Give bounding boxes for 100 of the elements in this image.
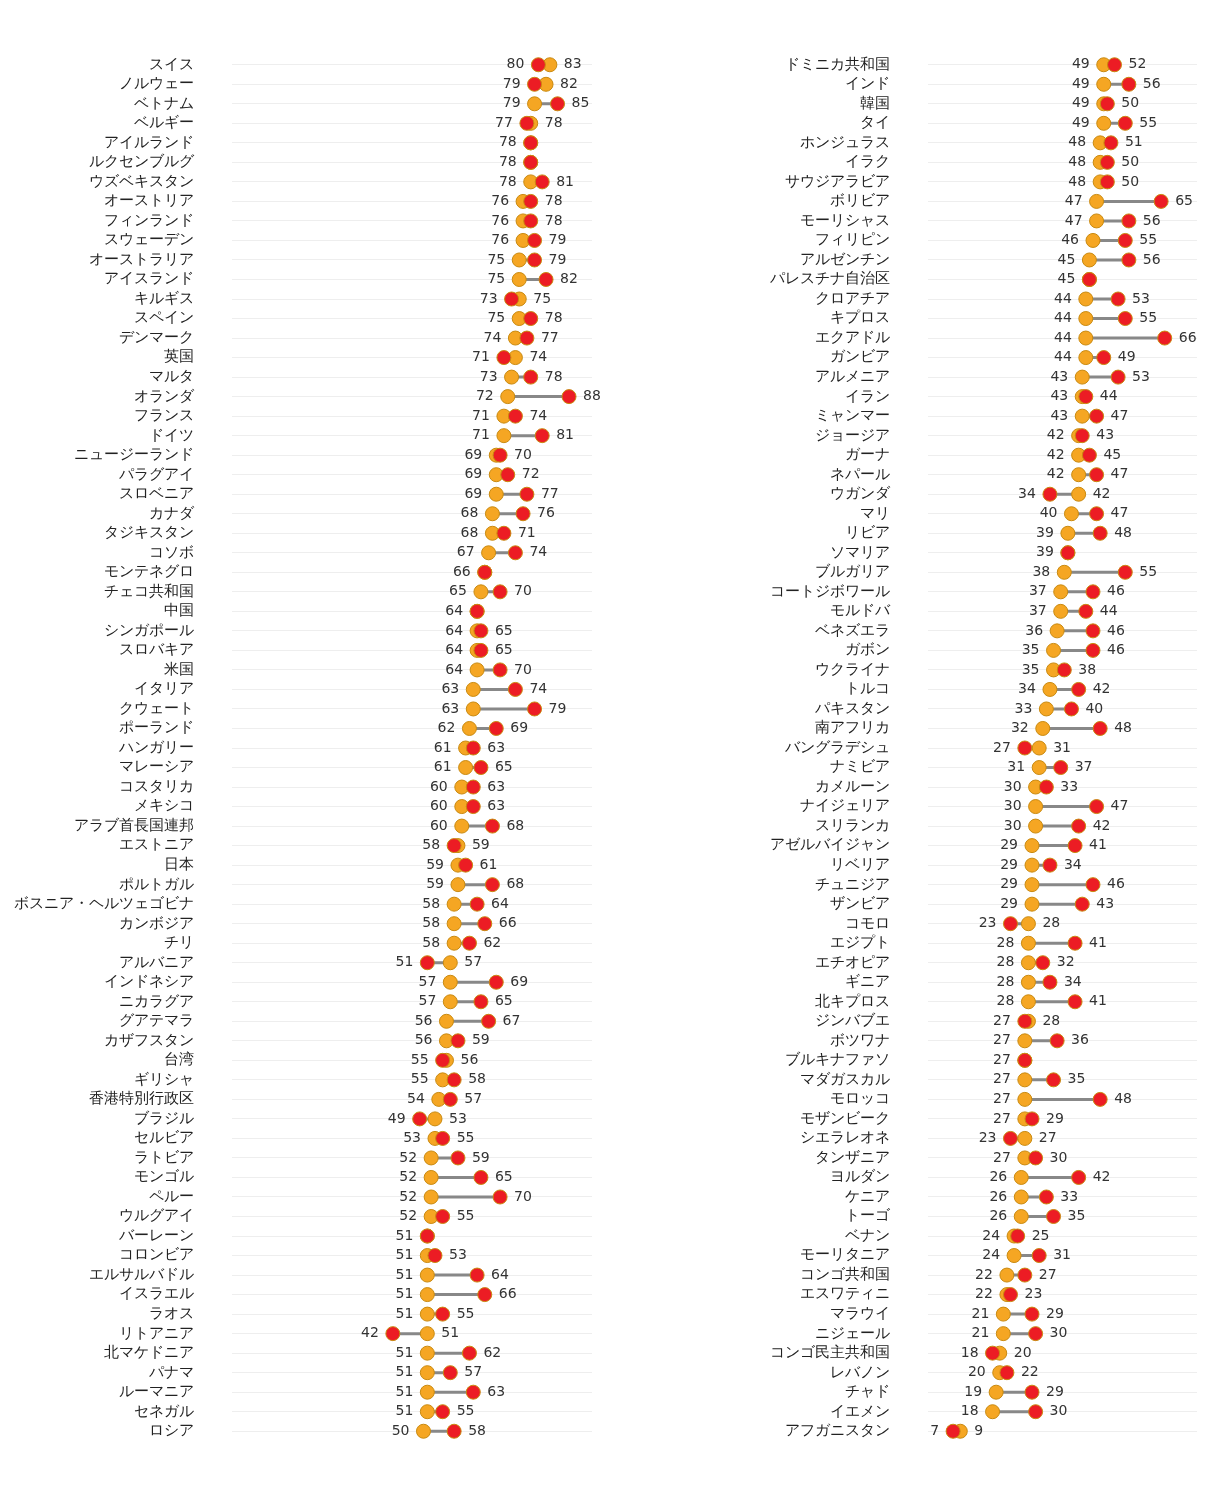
data-label: 37	[1074, 758, 1093, 775]
y-tick-label: ホンジュラス	[800, 132, 890, 151]
data-label: 48	[1114, 719, 1132, 736]
y-tick-label: エジプト	[830, 933, 890, 952]
data-label: 85	[571, 94, 590, 111]
data-label: 53	[448, 1109, 467, 1126]
y-tick-label: ギニア	[845, 972, 890, 991]
data-label: 44	[1099, 387, 1118, 404]
data-label: 52	[1128, 55, 1147, 72]
y-tick-label: イラン	[845, 386, 890, 405]
data-label: 33	[1060, 777, 1079, 794]
y-tick-label: マラウイ	[830, 1304, 890, 1322]
data-label: 62	[483, 1343, 502, 1360]
data-label: 39	[1036, 523, 1054, 540]
data-label: 70	[514, 445, 532, 462]
data-label: 59	[426, 855, 444, 872]
y-tick-label: 英国	[164, 347, 194, 366]
data-label: 58	[422, 836, 441, 853]
y-tick-label: 台湾	[164, 1050, 194, 1069]
data-label: 48	[1114, 1090, 1132, 1107]
data-label: 51	[395, 1285, 414, 1302]
data-label: 74	[529, 406, 548, 423]
data-label: 79	[548, 250, 567, 267]
data-label: 81	[556, 426, 575, 443]
y-tick-label: ニュージーランド	[74, 445, 194, 464]
y-tick-label: トルコ	[845, 679, 890, 698]
data-label: 64	[445, 621, 464, 638]
y-tick-label: カザフスタン	[104, 1030, 194, 1049]
data-label: 74	[529, 680, 548, 697]
data-label: 39	[1036, 543, 1054, 560]
y-tick-label: スペイン	[134, 308, 194, 327]
data-label: 59	[426, 875, 444, 892]
y-tick-label: ナイジェリア	[800, 796, 890, 815]
data-label: 63	[487, 777, 506, 794]
y-tick-label: フィンランド	[104, 210, 194, 229]
y-tick-label: ウガンダ	[830, 484, 891, 503]
data-label: 78	[544, 211, 563, 228]
y-tick-label: ドイツ	[149, 425, 194, 444]
data-label: 28	[996, 953, 1015, 970]
data-label: 66	[1178, 328, 1197, 345]
data-label: 77	[540, 328, 559, 345]
y-tick-label: ペルー	[149, 1186, 194, 1205]
data-label: 71	[472, 406, 490, 423]
data-label: 58	[468, 1070, 486, 1087]
data-label: 7	[930, 1421, 940, 1438]
y-tick-label: ウルグアイ	[119, 1206, 194, 1225]
y-tick-label: ザンビア	[830, 894, 890, 913]
y-tick-label: ボスニア・ヘルツェゴビナ	[14, 894, 194, 913]
y-tick-label: クロアチア	[815, 288, 890, 307]
data-label: 20	[1013, 1343, 1032, 1360]
data-label: 36	[1025, 621, 1044, 638]
data-label: 69	[510, 972, 529, 989]
y-tick-label: ノルウェー	[119, 74, 194, 93]
data-label: 47	[1110, 406, 1129, 423]
y-tick-label: パナマ	[148, 1362, 194, 1381]
data-label: 79	[502, 94, 521, 111]
data-label: 27	[993, 1090, 1011, 1107]
y-tick-label: セネガル	[134, 1401, 194, 1420]
y-tick-label: ガーナ	[845, 445, 890, 464]
y-tick-label: チャド	[845, 1382, 890, 1401]
y-tick-label: コンゴ民主共和国	[770, 1343, 890, 1362]
data-label: 49	[1071, 55, 1090, 72]
data-label: 9	[974, 1421, 984, 1438]
data-label: 28	[1042, 914, 1061, 931]
data-label: 27	[993, 738, 1011, 755]
y-tick-label: カナダ	[149, 503, 195, 522]
y-tick-label: インドネシア	[104, 972, 194, 991]
data-label: 46	[1106, 875, 1125, 892]
y-tick-label: インド	[845, 74, 890, 93]
y-tick-label: ネパール	[830, 464, 890, 483]
data-label: 35	[1067, 1207, 1086, 1224]
data-label: 57	[464, 1363, 483, 1380]
data-label: 42	[1092, 680, 1111, 697]
data-label: 78	[498, 133, 517, 150]
data-label: 57	[464, 1090, 483, 1107]
y-tick-label: チリ	[164, 933, 194, 952]
y-tick-label: ナミビア	[830, 757, 890, 776]
data-label: 57	[418, 972, 437, 989]
data-label: 55	[1139, 113, 1158, 130]
data-label: 21	[971, 1324, 990, 1341]
data-label: 50	[391, 1421, 410, 1438]
data-label: 42	[1092, 816, 1111, 833]
data-label: 49	[1071, 74, 1090, 91]
y-tick-label: キルギス	[134, 288, 194, 307]
y-tick-label: バーレーン	[118, 1225, 194, 1244]
y-tick-label: ベトナム	[134, 93, 194, 112]
y-tick-label: スロベニア	[119, 484, 194, 503]
data-label: 65	[494, 992, 513, 1009]
data-label: 70	[514, 582, 532, 599]
data-label: 42	[1046, 426, 1065, 443]
data-label: 31	[1053, 1246, 1072, 1263]
data-label: 28	[996, 933, 1015, 950]
y-tick-label: モンゴル	[134, 1167, 194, 1186]
data-label: 45	[1057, 250, 1076, 267]
data-label: 62	[483, 933, 502, 950]
data-label: 53	[1132, 367, 1150, 384]
data-label: 43	[1050, 367, 1069, 384]
data-label: 60	[429, 816, 448, 833]
data-label: 33	[1014, 699, 1033, 716]
data-label: 69	[464, 445, 483, 462]
